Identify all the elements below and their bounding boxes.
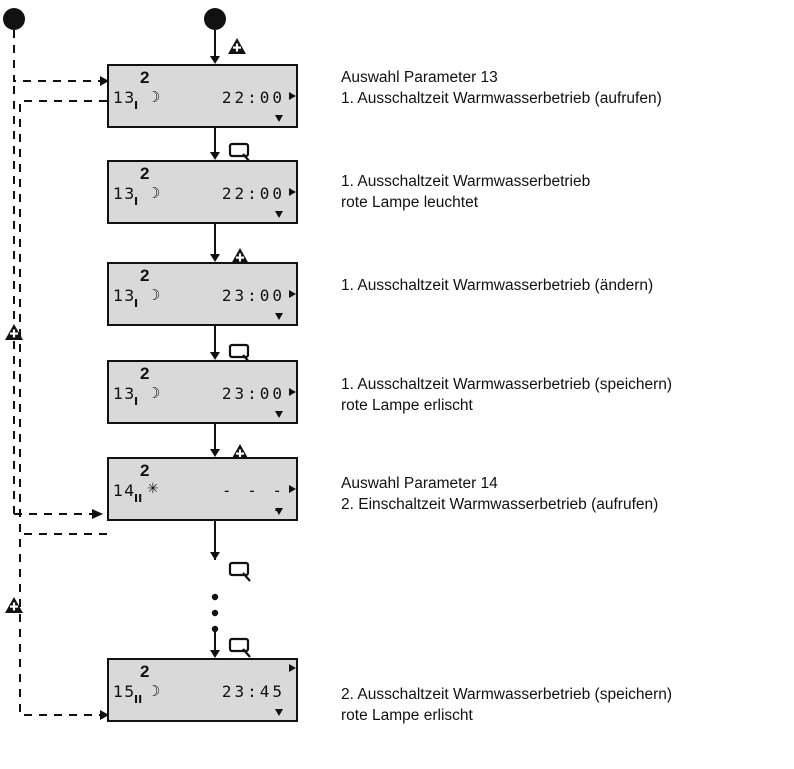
time-value: 23:00 [221,286,285,305]
cursor-down-icon [275,709,283,716]
cursor-right-icon [289,485,296,493]
plus-key-icon-loop-1 [5,324,23,340]
parameter-number: 13 [113,88,136,107]
time-value: 23:45 [221,682,285,701]
cursor-down-icon [275,508,283,515]
loop-arrowhead-3 [100,710,109,720]
step-description-6: 2. Ausschaltzeit Warmwasserbetrieb (spei… [341,684,672,726]
step-description-3: 1. Ausschaltzeit Warmwasserbetrieb (ände… [341,275,653,296]
program-number: 2 [140,461,150,480]
lcd-screen-1: 2 13 I ☽ 22:00 [107,64,298,128]
period-index: I [134,195,139,208]
step-description-1: Auswahl Parameter 13 1. Ausschaltzeit War… [341,67,662,109]
moon-icon: ☽ [147,88,161,106]
sun-icon: ✳ [147,481,159,497]
description-line: 1. Ausschaltzeit Warmwasserbetrieb (aufr… [341,90,662,107]
loop-line-outer [13,30,100,82]
description-line: 1. Ausschaltzeit Warmwasserbetrieb (spei… [341,376,673,393]
moon-icon: ☽ [147,184,161,202]
magnifier-key-icon-6 [228,637,251,658]
loop-arrowhead-2 [92,509,103,519]
description-line: 2. Ausschaltzeit Warmwasserbetrieb (spei… [341,686,673,703]
start-dot-center [204,8,226,30]
parameter-number: 14 [113,481,136,500]
flow-arrow-1-head [210,152,220,160]
flow-arrow-4-head [210,449,220,457]
description-line: 1. Ausschaltzeit Warmwasserbetrieb [341,173,591,190]
cursor-down-icon [275,115,283,122]
description-line: rote Lampe leuchtet [341,194,479,211]
cursor-down-icon [275,411,283,418]
ellipsis-dot-1 [211,609,219,617]
lcd-screen-3: 2 13 I ☽ 23:00 [107,262,298,326]
program-number: 2 [140,68,150,87]
flow-arrow-2-head [210,254,220,262]
description-line: rote Lampe erlischt [341,707,473,724]
description-line: Auswahl Parameter 14 [341,475,498,492]
loop-line-return-1 [19,100,107,716]
flow-arrow-3-head [210,352,220,360]
flow-arrow-5-head [210,552,220,560]
magnifier-key-icon-5 [228,561,251,582]
description-line: 1. Ausschaltzeit Warmwasserbetrieb (ände… [341,277,654,294]
ellipsis-dot-2 [211,625,219,633]
cursor-right-icon [289,290,296,298]
lcd-screen-5: 2 14 II ✳ - - - - [107,457,298,521]
period-index: II [134,693,143,706]
parameter-number: 15 [113,682,136,701]
period-index: II [134,492,143,505]
description-line: Auswahl Parameter 13 [341,69,498,86]
period-index: I [134,99,139,112]
time-value: 22:00 [221,184,285,203]
period-index: I [134,297,139,310]
ellipsis-dot-0 [211,593,219,601]
step-description-5: Auswahl Parameter 14 2. Einschaltzeit War… [341,473,658,515]
program-number: 2 [140,364,150,383]
moon-icon: ☽ [147,384,161,402]
step-description-4: 1. Ausschaltzeit Warmwasserbetrieb (spei… [341,374,672,416]
flow-arrow-6-head [210,650,220,658]
period-index: I [134,395,139,408]
flow-arrow-0-head [210,56,220,64]
parameter-number: 13 [113,286,136,305]
time-value: 23:00 [221,384,285,403]
cursor-right-icon [289,664,296,672]
start-dot-left [3,8,25,30]
program-number: 2 [140,164,150,183]
step-description-2: 1. Ausschaltzeit Warmwasserbetrieb rote L… [341,171,590,213]
cursor-right-icon [289,388,296,396]
parameter-number: 13 [113,184,136,203]
parameter-number: 13 [113,384,136,403]
cursor-down-icon [275,211,283,218]
cursor-right-icon [289,92,296,100]
description-line: 2. Einschaltzeit Warmwasserbetrieb (aufr… [341,496,659,513]
program-number: 2 [140,662,150,681]
lcd-screen-4: 2 13 I ☽ 23:00 [107,360,298,424]
program-number: 2 [140,266,150,285]
plus-key-icon-2 [231,248,249,264]
cursor-right-icon [289,188,296,196]
description-line: rote Lampe erlischt [341,397,473,414]
lcd-screen-6: 2 15 II ☽ 23:45 [107,658,298,722]
moon-icon: ☽ [147,682,161,700]
loop-arrowhead-1 [100,76,109,86]
lcd-screen-2: 2 13 I ☽ 22:00 [107,160,298,224]
time-value: 22:00 [221,88,285,107]
plus-key-icon-loop-2 [5,597,23,613]
plus-key-icon-4 [231,444,249,460]
moon-icon: ☽ [147,286,161,304]
plus-key-icon-0 [228,38,246,54]
cursor-down-icon [275,313,283,320]
